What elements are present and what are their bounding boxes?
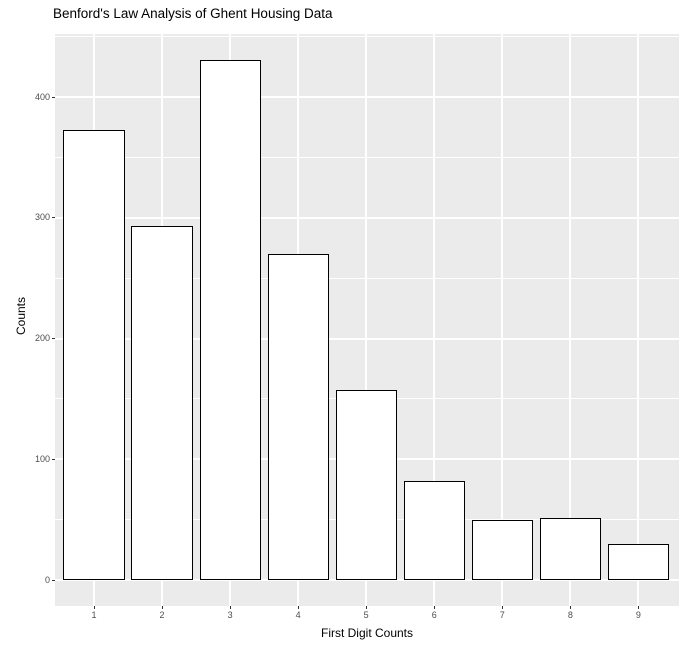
y-tick-mark-100 (52, 458, 55, 460)
y-tick-label-300: 300 (34, 212, 50, 223)
gridline-v-major-5 (365, 34, 368, 606)
x-tick-mark-9 (637, 606, 639, 609)
x-tick-label-3: 3 (227, 610, 233, 620)
x-tick-mark-6 (433, 606, 435, 609)
x-tick-label-8: 8 (567, 610, 573, 620)
bar-digit-4 (267, 253, 329, 580)
y-tick-mark-300 (52, 217, 55, 219)
y-axis-title: Counts (14, 296, 28, 336)
x-tick-mark-7 (501, 606, 503, 609)
gridline-v-major-7 (501, 34, 504, 606)
y-tick-label-200: 200 (34, 333, 50, 343)
chart-title: Benford's Law Analysis of Ghent Housing … (53, 6, 333, 21)
x-tick-label-2: 2 (159, 610, 165, 620)
x-tick-label-1: 1 (91, 610, 97, 620)
y-tick-mark-400 (52, 96, 55, 98)
gridline-v-major-9 (637, 34, 640, 606)
bar-digit-9 (607, 543, 669, 580)
x-tick-mark-8 (569, 606, 571, 609)
y-tick-mark-200 (52, 338, 55, 339)
x-tick-mark-1 (93, 606, 95, 609)
x-tick-label-7: 7 (499, 610, 505, 620)
x-tick-label-4: 4 (295, 610, 301, 620)
bar-digit-6 (403, 480, 465, 580)
y-tick-label-0: 0 (44, 574, 50, 585)
bar-digit-1 (63, 129, 125, 580)
x-tick-mark-3 (229, 606, 231, 609)
bar-digit-3 (199, 59, 261, 580)
plot-panel (55, 34, 679, 606)
bar-digit-7 (471, 519, 533, 580)
bar-digit-2 (131, 226, 193, 580)
x-tick-label-5: 5 (363, 610, 369, 620)
x-tick-mark-5 (365, 606, 367, 609)
x-axis-title: First Digit Counts (320, 626, 414, 640)
x-tick-label-6: 6 (431, 610, 437, 620)
bar-digit-8 (539, 518, 601, 580)
x-tick-mark-4 (297, 606, 299, 609)
y-tick-label-100: 100 (34, 453, 50, 464)
y-tick-mark-0 (52, 579, 55, 581)
x-tick-mark-2 (161, 606, 163, 609)
y-tick-label-400: 400 (34, 91, 50, 102)
x-tick-label-9: 9 (635, 610, 641, 620)
gridline-v-major-6 (433, 34, 436, 606)
bar-digit-5 (335, 390, 397, 580)
gridline-v-major-8 (569, 34, 572, 606)
